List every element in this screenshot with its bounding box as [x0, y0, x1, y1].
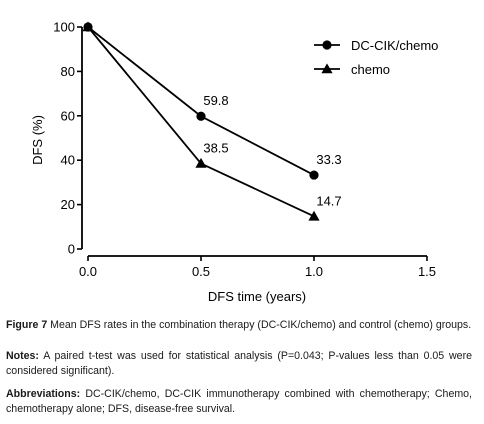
- series-1: 38.5 14.7: [82, 21, 342, 221]
- figure-caption-text: Mean DFS rates in the combination therap…: [47, 319, 472, 331]
- figure-abbreviations: Abbreviations: DC-CIK/chemo, DC-CIK immu…: [6, 387, 472, 417]
- x-tick-label-0: 0.0: [79, 264, 97, 279]
- series-1-data-label-1: 38.5: [203, 141, 228, 156]
- legend: DC-CIK/chemo chemo: [314, 38, 438, 77]
- abbreviations-label: Abbreviations:: [6, 388, 81, 400]
- series-line-0: [87, 26, 315, 176]
- series-0-point-1: [196, 111, 206, 121]
- series-0-data-label-1: 59.8: [203, 93, 228, 108]
- y-tick-label-1: 20: [61, 197, 75, 212]
- series-1-point-1: [195, 157, 207, 168]
- series-line-1: [87, 26, 315, 218]
- abbreviations-text: DC-CIK/chemo, DC-CIK immunotherapy combi…: [6, 388, 472, 415]
- series-1-point-2: [308, 210, 320, 221]
- y-tick-label-4: 80: [61, 64, 75, 79]
- figure-caption-label: Figure 7: [6, 319, 48, 331]
- dfs-line-chart: 0 20 40 60 80 100 0.0 0.5 1.0 1.5 59.8 33.3 38.5 14.…: [30, 20, 438, 305]
- series-0-data-label-2: 33.3: [316, 152, 341, 167]
- axes: 0 20 40 60 80 100 0.0 0.5 1.0 1.5: [53, 20, 436, 280]
- notes-text: A paired t-test was used for statistical…: [6, 350, 472, 377]
- x-tick-label-2: 1.0: [305, 264, 323, 279]
- y-tick-label-2: 40: [61, 153, 75, 168]
- y-tick-label-0: 0: [68, 242, 75, 257]
- notes-label: Notes:: [6, 350, 39, 362]
- legend-label-0: DC-CIK/chemo: [351, 38, 438, 53]
- legend-marker-0: [322, 40, 332, 50]
- y-tick-label-3: 60: [61, 108, 75, 123]
- series-1-data-label-2: 14.7: [316, 193, 341, 208]
- y-tick-label-5: 100: [53, 20, 75, 35]
- series-0: 59.8 33.3: [83, 22, 342, 180]
- x-tick-label-3: 1.5: [418, 264, 436, 279]
- figure-notes: Notes: A paired t-test was used for stat…: [6, 349, 472, 379]
- series-layer: 59.8 33.3 38.5 14.7: [82, 21, 342, 221]
- figure-caption: Figure 7 Mean DFS rates in the combinati…: [6, 318, 472, 333]
- legend-label-1: chemo: [351, 62, 390, 77]
- legend-marker-1: [321, 63, 333, 74]
- series-1-point-0: [82, 21, 94, 32]
- x-axis-label: DFS time (years): [208, 289, 306, 304]
- y-axis-label: DFS (%): [30, 115, 45, 165]
- x-tick-label-1: 0.5: [192, 264, 210, 279]
- series-0-point-2: [309, 170, 319, 180]
